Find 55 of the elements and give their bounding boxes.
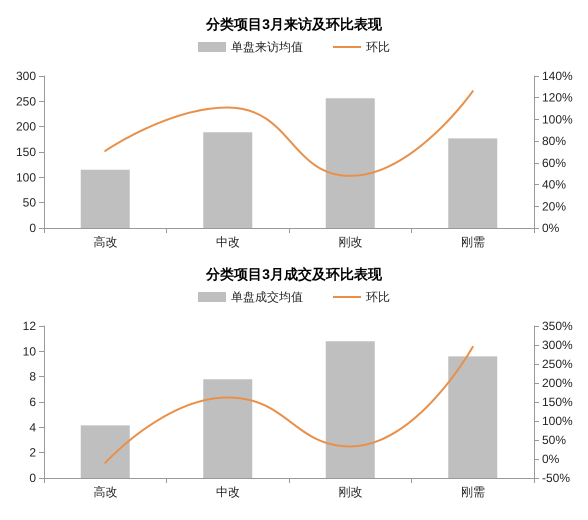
bar [448,138,498,228]
y2-tick-label: 80% [542,134,566,148]
legend-label: 单盘成交均值 [231,290,303,304]
bar [80,170,130,228]
bar [203,132,252,228]
y2-tick-label: 120% [542,90,574,105]
y-tick-label: 250 [16,94,36,108]
x-tick-label: 高改 [93,235,118,249]
y2-tick-label: 100% [542,112,574,126]
y2-tick-label: 250% [542,357,574,371]
y2-tick-label: 200% [542,376,574,390]
y-tick-label: 0 [29,221,36,235]
y2-tick-label: 150% [542,395,574,409]
bar [448,356,498,478]
bar [80,425,130,478]
y-tick-label: 200 [16,120,36,134]
y2-tick-label: 50% [542,433,566,447]
y-tick-label: 300 [16,69,36,83]
legend-label: 单盘来访均值 [231,40,303,54]
y-tick-label: 12 [22,319,36,333]
line-series [104,346,474,464]
legend-label: 环比 [366,40,390,54]
y-tick-label: 4 [29,420,36,434]
y2-tick-label: 140% [542,69,574,83]
y-tick-label: 0 [29,471,36,485]
y2-tick-label: 20% [542,199,566,214]
line-series [104,90,474,177]
bar [203,379,252,478]
y-tick-label: 10 [22,344,36,358]
y-tick-label: 150 [16,145,36,159]
x-tick-label: 刚需 [460,485,485,499]
bar [326,98,375,228]
x-tick-label: 刚需 [460,235,485,249]
y2-tick-label: -50% [542,471,570,485]
x-tick-label: 刚改 [338,485,362,499]
y-tick-label: 2 [29,446,36,460]
x-tick-label: 刚改 [338,235,362,249]
y2-tick-label: 0% [542,221,560,235]
y2-tick-label: 300% [542,338,574,352]
y-tick-label: 100 [16,170,36,184]
chart-title: 分类项目3月来访及环比表现 [205,16,383,32]
y2-tick-label: 100% [542,414,574,428]
y2-tick-label: 40% [542,178,566,192]
y2-tick-label: 60% [542,156,566,170]
chart-title: 分类项目3月成交及环比表现 [205,266,383,282]
y2-tick-label: 0% [542,452,560,466]
x-tick-label: 高改 [93,485,118,499]
legend-label: 环比 [366,290,390,304]
x-tick-label: 中改 [216,485,240,499]
y-tick-label: 8 [29,370,36,384]
y-tick-label: 6 [29,395,36,409]
x-tick-label: 中改 [216,235,240,249]
bar [326,341,375,478]
y2-tick-label: 350% [542,319,574,333]
y-tick-label: 50 [22,196,36,210]
